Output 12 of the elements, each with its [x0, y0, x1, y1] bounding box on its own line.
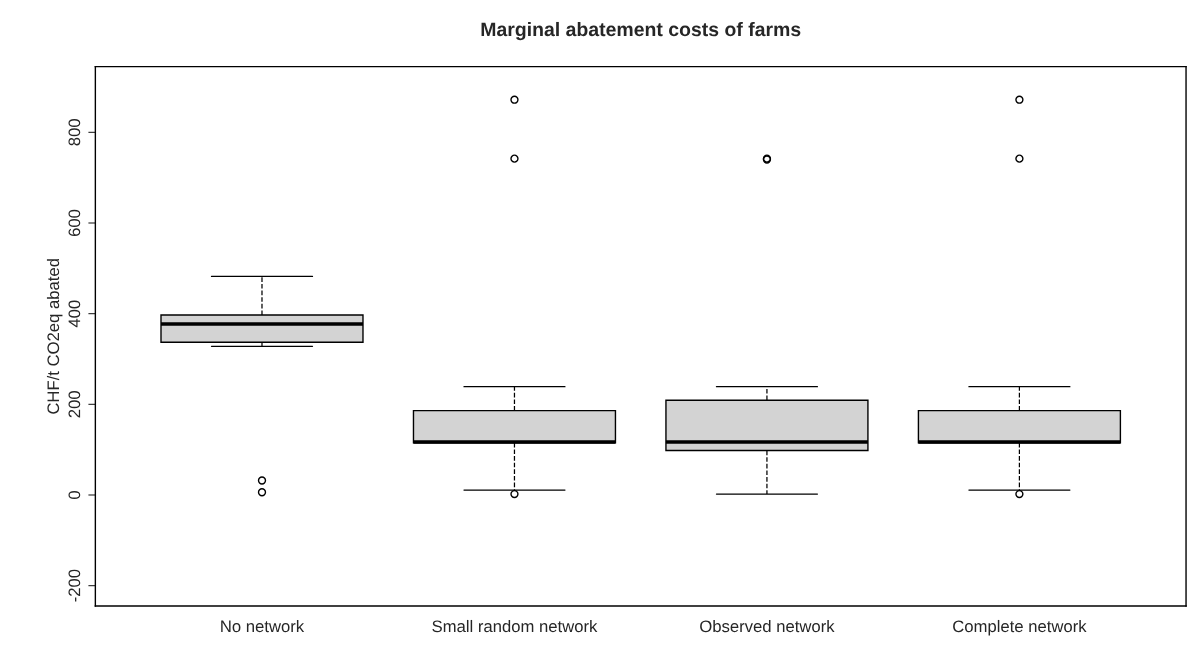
y-tick-label: 600	[68, 209, 81, 237]
y-tick-label: 200	[68, 391, 81, 418]
y-tick-label: 0	[68, 491, 81, 499]
x-tick-label: No network	[221, 619, 305, 633]
y-tick-label: 800	[68, 119, 81, 146]
x-tick-label: Small random network	[432, 619, 598, 633]
y-tick-label: 400	[68, 300, 81, 328]
y-axis-title: CHF/t CO2eq abated	[46, 259, 63, 414]
x-tick-label: Complete network	[953, 619, 1087, 636]
y-tick-label: -200	[68, 569, 81, 602]
x-tick-label: Observed network	[700, 619, 835, 633]
chart-title: Marginal abatement costs of farms	[481, 21, 801, 41]
